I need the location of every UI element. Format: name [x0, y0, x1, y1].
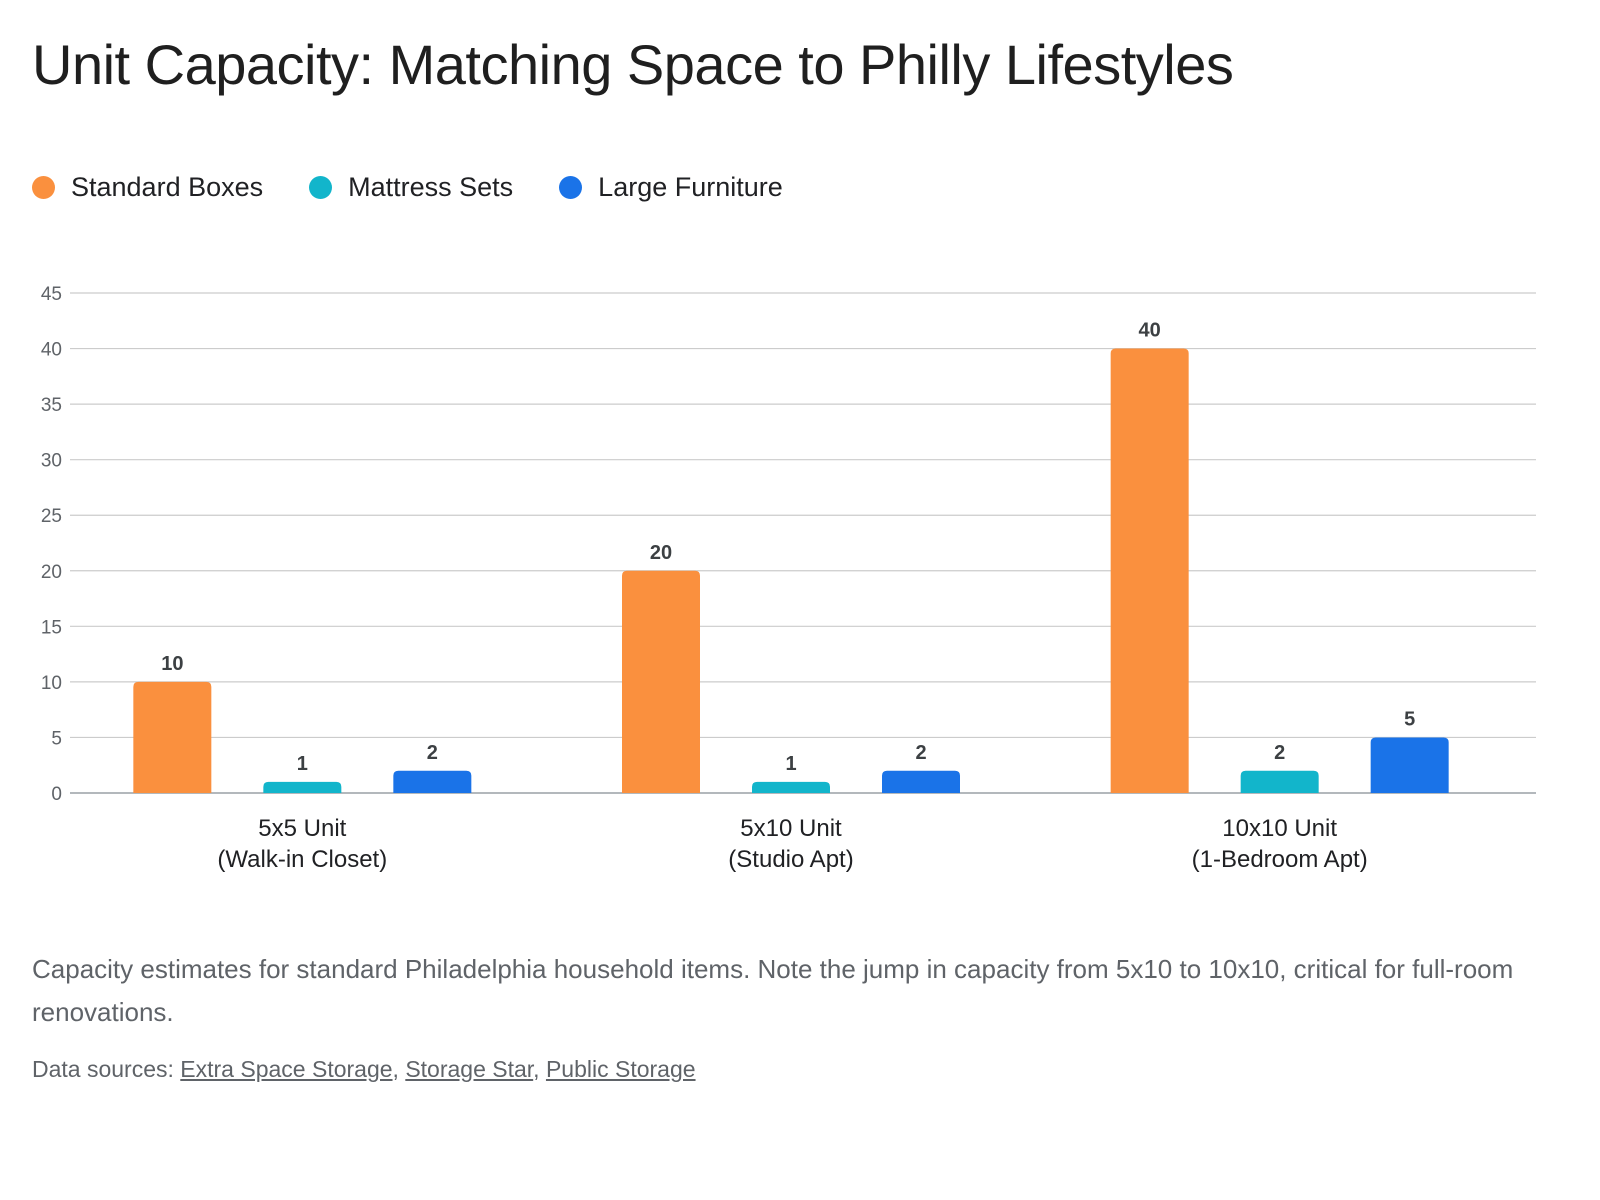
y-tick-label: 20: [41, 562, 62, 583]
legend: Standard Boxes Mattress Sets Large Furni…: [32, 172, 829, 203]
bar-standard-boxes: [622, 570, 700, 793]
legend-label: Standard Boxes: [71, 172, 264, 202]
x-tick-label: 5x5 Unit: [258, 815, 346, 842]
y-tick-label: 25: [41, 506, 62, 527]
y-tick-label: 40: [41, 340, 62, 361]
data-label: 2: [427, 742, 438, 764]
legend-label: Mattress Sets: [348, 172, 514, 202]
legend-marker-mattress-sets: [309, 176, 333, 199]
data-label: 20: [650, 542, 672, 564]
data-label: 1: [785, 753, 796, 775]
x-tick-label: (Studio Apt): [728, 846, 853, 873]
data-label: 2: [915, 742, 926, 764]
source-link-storage-star[interactable]: Storage Star: [405, 1056, 534, 1082]
source-link-public-storage[interactable]: Public Storage: [545, 1056, 696, 1082]
y-tick-label: 45: [41, 284, 62, 305]
data-label: 40: [1139, 320, 1161, 342]
data-sources: Data sources: Extra Space Storage, Stora…: [32, 1056, 696, 1082]
chart-title: Unit Capacity: Matching Space to Philly …: [32, 33, 1234, 96]
chart-caption: Capacity estimates for standard Philadel…: [32, 954, 1514, 1027]
data-label: 2: [1274, 742, 1285, 764]
y-tick-label: 5: [51, 728, 62, 749]
legend-item-mattress-sets[interactable]: Mattress Sets: [309, 172, 513, 203]
bar-large-furniture: [1370, 737, 1449, 793]
legend-item-standard-boxes[interactable]: Standard Boxes: [32, 172, 263, 203]
legend-label: Large Furniture: [598, 172, 783, 202]
y-tick-label: 15: [41, 617, 62, 638]
bar-mattress-sets: [1240, 770, 1319, 793]
bar-standard-boxes: [133, 681, 212, 793]
bar-large-furniture: [393, 770, 472, 793]
y-tick-label: 35: [41, 395, 62, 416]
legend-marker-standard-boxes: [32, 176, 55, 199]
y-tick-label: 0: [51, 784, 62, 805]
sources-label: Data sources:: [32, 1056, 174, 1082]
data-label: 1: [297, 753, 308, 775]
bar-standard-boxes: [1110, 348, 1189, 793]
x-tick-label: 10x10 Unit: [1222, 815, 1337, 842]
bar-large-furniture: [882, 770, 960, 793]
x-tick-label: 5x10 Unit: [740, 815, 842, 842]
bar-mattress-sets: [752, 781, 830, 793]
y-tick-label: 30: [41, 451, 62, 472]
legend-item-large-furniture[interactable]: Large Furniture: [559, 172, 783, 203]
source-link-extra-space-storage[interactable]: Extra Space Storage: [180, 1056, 393, 1082]
x-tick-label: (Walk-in Closet): [217, 846, 387, 873]
data-label: 10: [161, 653, 183, 675]
legend-marker-large-furniture: [559, 176, 583, 199]
y-tick-label: 10: [41, 673, 62, 694]
bar-mattress-sets: [263, 781, 342, 793]
x-tick-label: (1-Bedroom Apt): [1192, 846, 1368, 873]
data-label: 5: [1404, 708, 1415, 730]
